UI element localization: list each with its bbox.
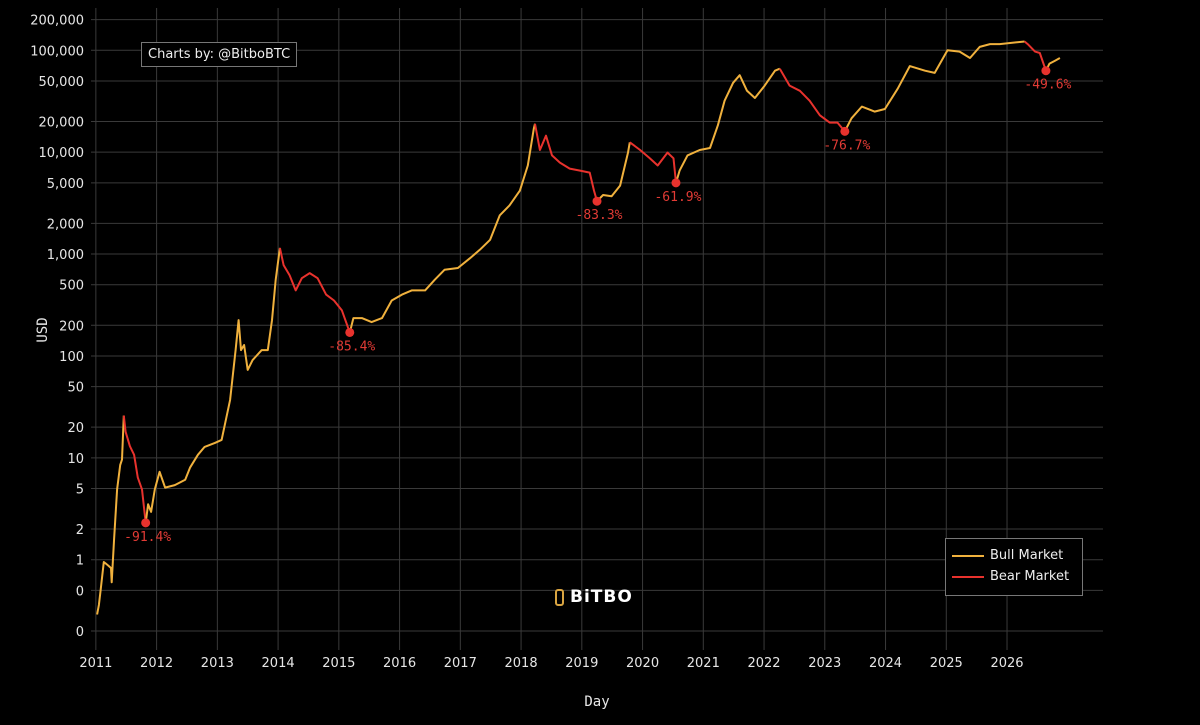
drawdown-marker xyxy=(345,327,355,337)
y-tick-label: 10,000 xyxy=(39,146,85,161)
y-tick-label: 10 xyxy=(67,452,84,467)
y-tick-label: 20 xyxy=(67,421,84,436)
x-axis-label: Day xyxy=(584,694,609,710)
y-tick-label: 5,000 xyxy=(47,177,84,192)
legend-label: Bull Market xyxy=(990,548,1064,563)
y-tick-label: 100 xyxy=(59,350,84,365)
drawdown-label: -85.4% xyxy=(328,339,375,354)
y-tick-label: 20,000 xyxy=(39,115,85,130)
drawdown-label: -83.3% xyxy=(576,208,623,223)
bull-line-swatch xyxy=(952,554,984,557)
bear-market-line xyxy=(629,141,677,183)
bitbo-logo-icon xyxy=(555,588,564,606)
drawdown-marker xyxy=(592,196,602,206)
x-tick-label: 2020 xyxy=(626,656,659,671)
chart-credit: Charts by: @BitboBTC xyxy=(141,42,298,67)
x-tick-label: 2018 xyxy=(505,656,538,671)
gridlines xyxy=(91,8,1103,650)
x-tick-label: 2024 xyxy=(869,656,902,671)
drawdown-marker xyxy=(671,178,681,188)
drawdown-label: -61.9% xyxy=(654,190,701,205)
drawdown-marker xyxy=(141,518,151,528)
y-tick-label: 100,000 xyxy=(30,44,84,59)
drawdown-marker xyxy=(840,126,850,136)
x-axis-ticks: 2011 2012 2013 2014 2015 2016 2017 2018 2019 2020… xyxy=(79,656,1023,671)
legend-label: Bear Market xyxy=(990,569,1070,584)
x-tick-label: 2023 xyxy=(808,656,841,671)
x-tick-label: 2016 xyxy=(383,656,416,671)
x-tick-label: 2026 xyxy=(990,656,1023,671)
x-tick-label: 2021 xyxy=(687,656,720,671)
x-tick-label: 2015 xyxy=(322,656,355,671)
y-tick-label: 5 xyxy=(76,483,84,498)
x-tick-label: 2014 xyxy=(262,656,295,671)
bull-market-line xyxy=(843,40,1025,132)
y-tick-label: 200 xyxy=(59,319,84,334)
bear-market-line xyxy=(278,247,351,333)
y-tick-label: 2,000 xyxy=(47,217,84,232)
y-tick-label: 50 xyxy=(67,381,84,396)
bear-market-line xyxy=(534,123,598,202)
bear-market-line xyxy=(778,68,846,133)
logo-text: BiTBO xyxy=(570,587,633,607)
drawdown-label: -91.4% xyxy=(124,530,171,545)
x-tick-label: 2013 xyxy=(201,656,234,671)
bear-line-swatch xyxy=(952,575,984,578)
drawdown-label: -76.7% xyxy=(823,138,870,153)
price-lines xyxy=(96,40,1061,615)
bear-market-line xyxy=(1023,40,1047,72)
drawdown-marker xyxy=(1041,66,1051,76)
y-axis-ticks: 200,000 100,000 50,000 20,000 10,000 5,000 2,0… xyxy=(30,14,84,640)
legend: Bull Market Bear Market xyxy=(945,538,1083,596)
bull-market-line xyxy=(348,123,536,333)
y-tick-label: 50,000 xyxy=(39,75,85,90)
y-tick-label: 1 xyxy=(76,554,84,569)
bitbo-logo: BiTBO xyxy=(555,587,633,607)
drawdown-annotations: -91.4% -85.4% -83.3% -61.9% -76.7% -49.6% xyxy=(124,66,1072,545)
drawdown-label: -49.6% xyxy=(1024,78,1071,93)
y-tick-label: 0 xyxy=(76,584,84,599)
y-tick-label: 1,000 xyxy=(47,248,84,263)
x-tick-label: 2022 xyxy=(747,656,780,671)
bull-market-line xyxy=(144,247,281,524)
x-tick-label: 2017 xyxy=(444,656,477,671)
y-tick-label: 200,000 xyxy=(30,14,84,29)
y-tick-label: 500 xyxy=(59,279,84,294)
y-tick-label: 0 xyxy=(76,625,84,640)
legend-item-bull[interactable]: Bull Market xyxy=(952,545,1082,566)
x-tick-label: 2012 xyxy=(140,656,173,671)
y-axis-label: USD xyxy=(35,317,51,342)
bull-market-line xyxy=(96,415,125,615)
bull-market-line xyxy=(675,67,781,184)
bull-market-line xyxy=(596,142,631,202)
x-tick-label: 2025 xyxy=(930,656,963,671)
bear-market-line xyxy=(122,415,147,524)
y-tick-label: 2 xyxy=(76,523,84,538)
x-tick-label: 2011 xyxy=(79,656,112,671)
legend-item-bear[interactable]: Bear Market xyxy=(952,566,1082,587)
x-tick-label: 2019 xyxy=(565,656,598,671)
